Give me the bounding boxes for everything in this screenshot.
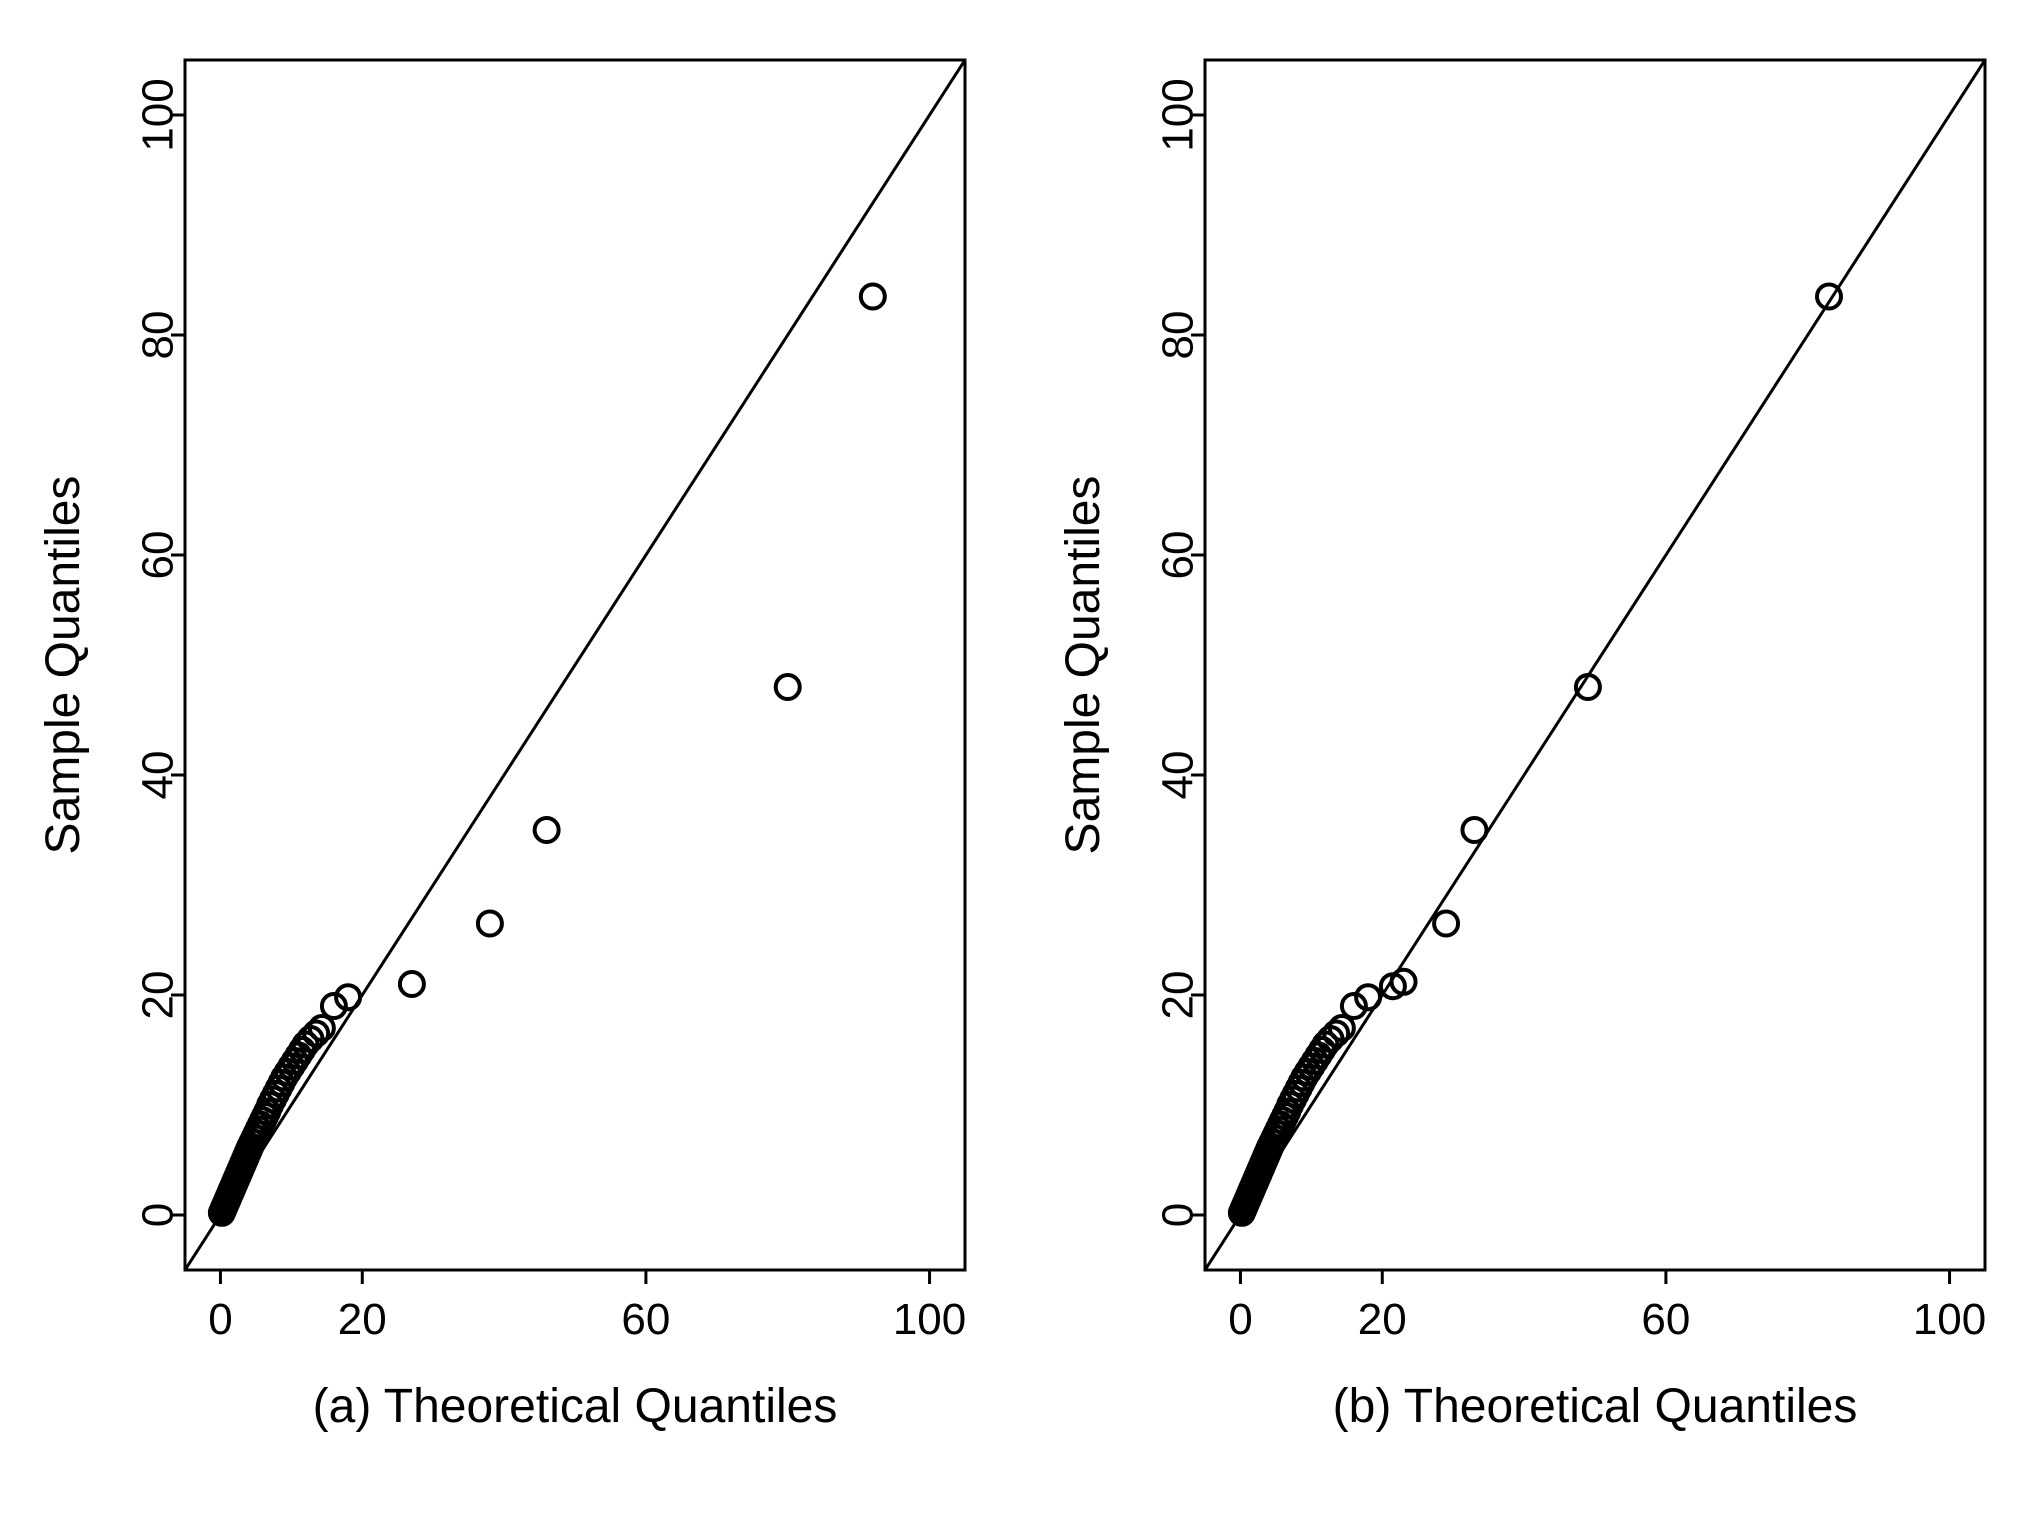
- y-tick-label: 80: [1154, 311, 1203, 360]
- data-point: [535, 818, 559, 842]
- y-tick-label: 100: [1154, 78, 1203, 151]
- y-tick-label: 20: [134, 971, 183, 1020]
- data-point: [400, 972, 424, 996]
- panel_a: 0 20 60 100 0 20 40 60 80 100 (a) Theoretical Quan…: [37, 60, 966, 1433]
- x-axis-label: (b) Theoretical Quantiles: [1333, 1380, 1858, 1433]
- x-tick-label: 100: [893, 1295, 966, 1344]
- x-tick-label: 60: [621, 1295, 670, 1344]
- panel_b: 0 20 60 100 0 20 40 60 80 100 (b) Theoretical Quan…: [1057, 60, 1986, 1433]
- x-tick-label: 60: [1641, 1295, 1690, 1344]
- reference-line: [1205, 60, 1985, 1270]
- y-tick-label: 80: [134, 311, 183, 360]
- y-tick-label: 40: [1154, 751, 1203, 800]
- data-point: [1434, 912, 1458, 936]
- y-tick-label: 60: [1154, 531, 1203, 580]
- x-tick-label: 20: [338, 1295, 387, 1344]
- y-axis-label: Sample Quantiles: [1057, 476, 1110, 855]
- qq-plot-figure: 0 20 60 100 0 20 40 60 80 100 (a) Theoretical Quan…: [0, 0, 2042, 1536]
- x-tick-label: 0: [1228, 1295, 1252, 1344]
- x-tick-label: 0: [208, 1295, 232, 1344]
- x-tick-label: 100: [1913, 1295, 1986, 1344]
- data-point: [1817, 285, 1841, 309]
- data-point: [776, 675, 800, 699]
- y-tick-label: 0: [134, 1203, 183, 1227]
- y-tick-label: 40: [134, 751, 183, 800]
- y-axis-label: Sample Quantiles: [37, 476, 90, 855]
- data-point: [478, 912, 502, 936]
- x-axis-label: (a) Theoretical Quantiles: [313, 1380, 838, 1433]
- y-tick-label: 60: [134, 531, 183, 580]
- reference-line: [185, 60, 965, 1270]
- points-group: [210, 285, 885, 1225]
- y-tick-label: 100: [134, 78, 183, 151]
- data-point: [861, 285, 885, 309]
- data-point: [1462, 818, 1486, 842]
- y-tick-label: 0: [1154, 1203, 1203, 1227]
- x-tick-label: 20: [1358, 1295, 1407, 1344]
- y-tick-label: 20: [1154, 971, 1203, 1020]
